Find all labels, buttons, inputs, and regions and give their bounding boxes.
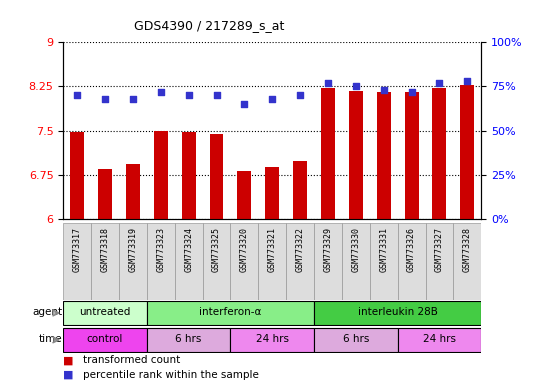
Point [296, 92, 305, 98]
Bar [426, 223, 453, 300]
Text: 6 hrs: 6 hrs [175, 334, 202, 344]
Bar [147, 223, 175, 300]
Bar [230, 328, 314, 352]
Text: GSM773328: GSM773328 [463, 227, 472, 271]
Point [463, 78, 472, 84]
Bar [91, 223, 119, 300]
Text: ■: ■ [63, 355, 77, 365]
Text: GSM773324: GSM773324 [184, 227, 193, 271]
Bar [126, 164, 140, 219]
Point [184, 92, 193, 98]
Point [435, 80, 444, 86]
Bar [377, 92, 390, 219]
Bar [370, 223, 398, 300]
Bar [453, 223, 481, 300]
Point [212, 92, 221, 98]
Text: untreated: untreated [79, 308, 131, 318]
Bar [154, 131, 168, 219]
Text: 6 hrs: 6 hrs [343, 334, 369, 344]
Bar [175, 223, 202, 300]
Bar [349, 91, 363, 219]
Point [156, 89, 165, 95]
Point [73, 92, 81, 98]
Bar [293, 161, 307, 219]
Point [129, 96, 138, 102]
Bar [202, 223, 230, 300]
Text: GSM773317: GSM773317 [73, 227, 82, 271]
Bar [314, 301, 481, 325]
Text: GSM773331: GSM773331 [379, 227, 388, 271]
Text: 24 hrs: 24 hrs [256, 334, 289, 344]
Bar [265, 167, 279, 219]
Bar [230, 223, 258, 300]
Bar [314, 223, 342, 300]
Bar [321, 88, 335, 219]
Point [351, 83, 360, 89]
Point [407, 89, 416, 95]
Bar [210, 134, 223, 219]
Text: GSM773321: GSM773321 [268, 227, 277, 271]
Text: GSM773323: GSM773323 [156, 227, 166, 271]
Text: GSM773325: GSM773325 [212, 227, 221, 271]
Bar [258, 223, 286, 300]
Bar [70, 132, 84, 219]
Text: GSM773322: GSM773322 [295, 227, 305, 271]
Bar [460, 84, 474, 219]
Text: GSM773330: GSM773330 [351, 227, 360, 271]
Text: GSM773320: GSM773320 [240, 227, 249, 271]
Point [240, 101, 249, 107]
Text: GSM773326: GSM773326 [407, 227, 416, 271]
Bar [238, 170, 251, 219]
Text: ■: ■ [63, 370, 77, 380]
Text: GDS4390 / 217289_s_at: GDS4390 / 217289_s_at [134, 19, 284, 32]
Text: GSM773318: GSM773318 [101, 227, 109, 271]
Text: time: time [39, 334, 63, 344]
Point [323, 80, 332, 86]
Bar [398, 328, 481, 352]
Bar [342, 223, 370, 300]
Text: percentile rank within the sample: percentile rank within the sample [82, 370, 258, 380]
Text: interferon-α: interferon-α [199, 308, 262, 318]
Text: GSM773327: GSM773327 [435, 227, 444, 271]
Bar [63, 301, 147, 325]
Text: GSM773329: GSM773329 [323, 227, 333, 271]
Bar [147, 301, 314, 325]
Point [101, 96, 109, 102]
Bar [147, 328, 230, 352]
Bar [405, 92, 419, 219]
Bar [119, 223, 147, 300]
Bar [63, 223, 91, 300]
Text: GSM773319: GSM773319 [128, 227, 138, 271]
Bar [432, 88, 447, 219]
Bar [63, 328, 147, 352]
Text: interleukin 28B: interleukin 28B [358, 308, 438, 318]
Text: agent: agent [32, 308, 63, 318]
Bar [98, 169, 112, 219]
Text: transformed count: transformed count [82, 355, 180, 365]
Text: control: control [87, 334, 123, 344]
Text: 24 hrs: 24 hrs [423, 334, 456, 344]
Point [268, 96, 277, 102]
Bar [398, 223, 426, 300]
Bar [286, 223, 314, 300]
Point [379, 87, 388, 93]
Bar [182, 132, 196, 219]
Bar [314, 328, 398, 352]
